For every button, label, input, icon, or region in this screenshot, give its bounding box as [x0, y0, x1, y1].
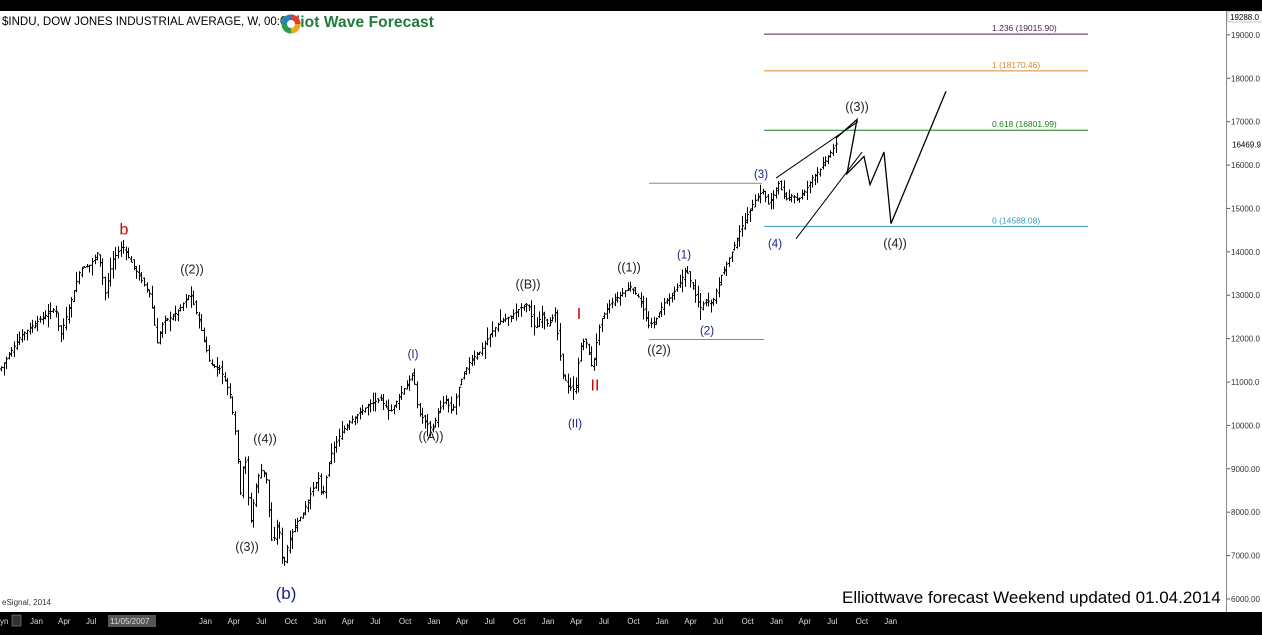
- x-tick-label: Jul: [370, 617, 380, 626]
- y-tick-label: 8000.00: [1231, 508, 1260, 517]
- x-tick-label: Apr: [570, 617, 583, 626]
- x-tick-label: Oct: [627, 617, 640, 626]
- brand-logo: Elliot Wave Forecast: [281, 14, 435, 34]
- y-tick-label: 10000.0: [1231, 421, 1260, 430]
- wave-label: ((2)): [647, 343, 671, 357]
- chart-area[interactable]: 1.236 (19015.90) 1 (18170.46) 0.618 (16801…: [0, 11, 1226, 612]
- projection-path: [835, 91, 947, 224]
- wave-label: ((2)): [180, 263, 204, 277]
- x-tick-label: Jul: [827, 617, 837, 626]
- x-tick-label: Oct: [399, 617, 412, 626]
- wave-label: ((3)): [845, 100, 869, 114]
- fib-label: 0 (14588.08): [992, 215, 1040, 225]
- y-tick-label: 14000.0: [1231, 248, 1260, 257]
- update-note: Elliottwave forecast Weekend updated 01.…: [842, 588, 1221, 607]
- y-tick-label: 19000.0: [1231, 31, 1260, 40]
- x-tick-label: Jul: [599, 617, 609, 626]
- x-tick-label: Apr: [228, 617, 241, 626]
- wave-label: II: [591, 378, 600, 395]
- x-tick-label: Oct: [285, 617, 298, 626]
- wave-label: (3): [754, 169, 768, 181]
- data-credit: eSignal, 2014: [2, 598, 51, 607]
- axis-scroll-button: [11, 614, 22, 627]
- x-tick-label: Apr: [799, 617, 812, 626]
- fib-label: 0.618 (16801.99): [992, 119, 1057, 129]
- x-axis-labels: yn Jan Apr Jul 11/05/2007 Jan Apr Jul Oct Jan Apr J…: [0, 614, 897, 627]
- x-tick-label: Oct: [741, 617, 754, 626]
- x-tick-label: Apr: [684, 617, 697, 626]
- wave-label: (2): [700, 325, 714, 337]
- y-tick-label: 6000.00: [1231, 595, 1260, 604]
- top-price-label: 19288.0: [1230, 13, 1259, 22]
- x-tick-label: Apr: [58, 617, 71, 626]
- y-tick-label: 16000.0: [1231, 161, 1260, 170]
- y-tick-label: 18000.0: [1231, 74, 1260, 83]
- y-tick-label: 7000.00: [1231, 552, 1260, 561]
- x-tick-label: Jan: [884, 617, 897, 626]
- x-tick-label: Jan: [313, 617, 326, 626]
- wave-label: I: [577, 306, 581, 323]
- logo-icon: [281, 14, 301, 34]
- logo-text: Elliot Wave Forecast: [281, 14, 435, 31]
- wave-label: ((4)): [883, 236, 907, 250]
- price-plot: 1.236 (19015.90) 1 (18170.46) 0.618 (16801…: [0, 23, 1088, 603]
- wave-label: (1): [677, 249, 691, 261]
- x-tick-label: Oct: [856, 617, 869, 626]
- date-cursor-box: [108, 615, 156, 627]
- x-tick-label: Jan: [542, 617, 555, 626]
- y-tick-label: 11000.0: [1231, 378, 1260, 387]
- top-price-box: [1227, 10, 1262, 23]
- x-tick-label: Jul: [256, 617, 266, 626]
- x-tick-label: 11/05/2007: [110, 617, 150, 626]
- x-tick-label: Jan: [30, 617, 43, 626]
- wave-label: (4): [768, 238, 782, 250]
- channel-line: [795, 151, 863, 240]
- wave-label: ((3)): [235, 540, 259, 554]
- wave-label: ((A)): [419, 430, 444, 444]
- wave-label: (II): [568, 419, 582, 431]
- x-tick-label: Jan: [656, 617, 669, 626]
- y-tick-label: 15000.0: [1231, 204, 1260, 213]
- x-axis[interactable]: yn Jan Apr Jul 11/05/2007 Jan Apr Jul Oct Jan Apr J…: [0, 612, 1262, 630]
- fib-label: 1.236 (19015.90): [992, 23, 1057, 33]
- wave-label: ((4)): [253, 432, 277, 446]
- x-edge-label: yn: [0, 617, 8, 626]
- wave-label: (I): [408, 349, 419, 361]
- x-tick-label: Jul: [86, 617, 96, 626]
- top-strip: [0, 0, 1262, 11]
- y-tick-label: 13000.0: [1231, 291, 1260, 300]
- wave-label: ((B)): [516, 278, 541, 292]
- x-tick-label: Jan: [770, 617, 783, 626]
- ohlc-bars: [0, 137, 838, 566]
- chart-title: $INDU, DOW JONES INDUSTRIAL AVERAGE, W, …: [2, 16, 297, 28]
- wave-label: (b): [276, 584, 297, 603]
- x-tick-label: Jan: [427, 617, 440, 626]
- current-price-label: 16469.9: [1232, 141, 1261, 150]
- wave-label: b: [120, 221, 129, 238]
- x-tick-label: Oct: [513, 617, 526, 626]
- wave-label: ((1)): [617, 260, 641, 274]
- x-tick-label: Apr: [342, 617, 355, 626]
- x-tick-label: Jul: [713, 617, 723, 626]
- x-tick-label: Jan: [199, 617, 212, 626]
- x-tick-label: Apr: [456, 617, 469, 626]
- fib-label: 1 (18170.46): [992, 60, 1040, 70]
- y-axis[interactable]: 6000.00 7000.00 8000.00 9000.00 10000.0 11000…: [1226, 10, 1262, 612]
- x-tick-label: Jul: [485, 617, 495, 626]
- y-tick-label: 17000.0: [1231, 118, 1260, 127]
- y-tick-label: 12000.0: [1231, 335, 1260, 344]
- y-tick-label: 9000.00: [1231, 465, 1260, 474]
- y-axis-labels: 6000.00 7000.00 8000.00 9000.00 10000.0 11000…: [1227, 10, 1262, 604]
